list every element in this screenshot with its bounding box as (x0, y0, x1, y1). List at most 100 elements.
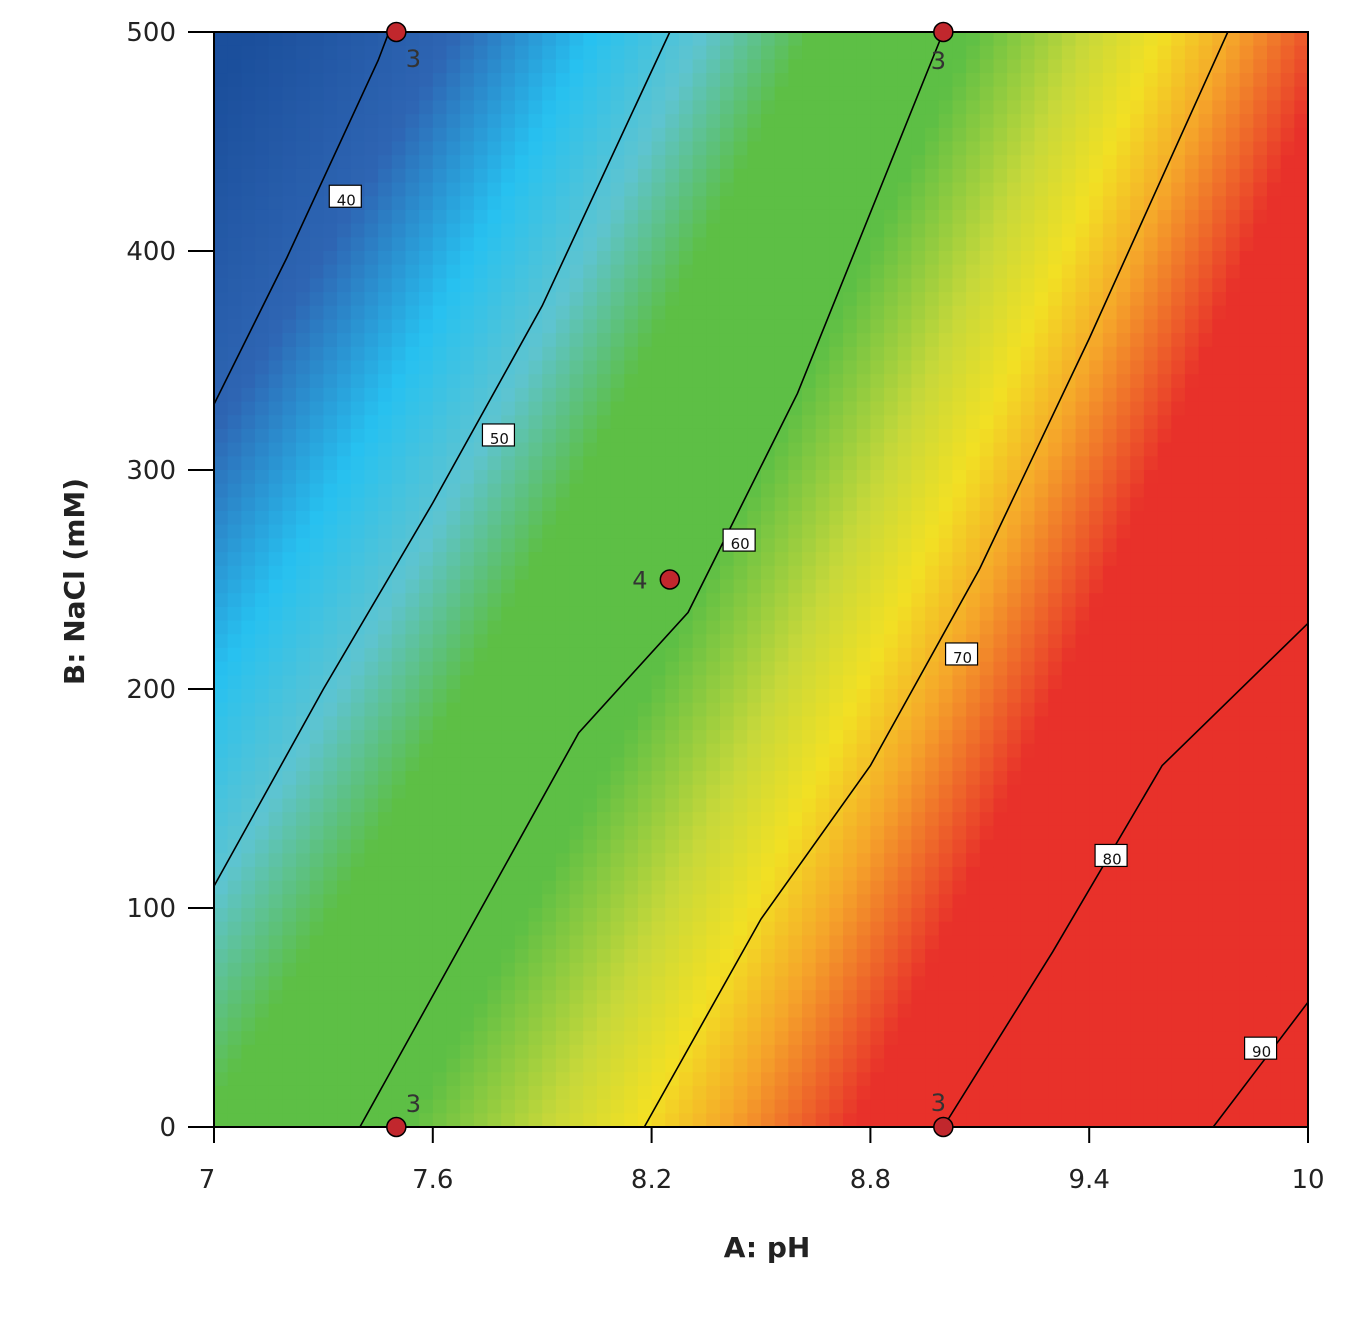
heatmap-cell (405, 730, 420, 745)
heatmap-cell (1048, 45, 1063, 60)
heatmap-cell (665, 1113, 680, 1128)
heatmap-cell (405, 182, 420, 197)
heatmap-cell (651, 251, 666, 266)
heatmap-cell (227, 866, 242, 882)
heatmap-cell (296, 305, 311, 321)
heatmap-cell (829, 45, 844, 60)
heatmap-cell (788, 880, 803, 895)
heatmap-cell (501, 387, 516, 403)
heatmap-cell (1034, 32, 1049, 47)
heatmap-cell (843, 155, 858, 170)
heatmap-cell (761, 305, 776, 321)
heatmap-cell (706, 552, 721, 567)
heatmap-cell (788, 428, 803, 444)
heatmap-cell (692, 757, 707, 772)
heatmap-cell (583, 962, 598, 978)
heatmap-cell (432, 866, 448, 882)
heatmap-cell (870, 428, 885, 444)
heatmap-cell (378, 100, 393, 115)
heatmap-cell (268, 305, 283, 321)
heatmap-cell (405, 127, 420, 143)
heatmap-cell (692, 428, 707, 444)
heatmap-cell (419, 319, 434, 334)
heatmap-cell (610, 223, 625, 238)
heatmap-cell (432, 757, 448, 772)
heatmap-cell (432, 743, 448, 759)
heatmap-cell (378, 360, 393, 375)
heatmap-cell (788, 237, 803, 252)
heatmap-cell (514, 949, 530, 964)
heatmap-cell (337, 346, 352, 362)
heatmap-cell (487, 305, 502, 321)
heatmap-cell (802, 538, 817, 553)
heatmap-cell (938, 524, 954, 540)
heatmap-cell (774, 59, 789, 74)
heatmap-cell (979, 196, 995, 211)
heatmap-cell (788, 182, 803, 197)
heatmap-cell (761, 251, 776, 266)
heatmap-cell (1020, 415, 1036, 430)
heatmap-cell (432, 73, 448, 88)
heatmap-cell (268, 689, 283, 704)
heatmap-cell (514, 374, 530, 389)
heatmap-cell (802, 593, 817, 608)
heatmap-cell (596, 825, 612, 841)
heatmap-cell (296, 894, 311, 909)
heatmap-cell (542, 346, 557, 362)
heatmap-cell (774, 251, 789, 266)
heatmap-cell (1020, 1017, 1036, 1032)
heatmap-cell (843, 470, 858, 485)
heatmap-cell (446, 1017, 461, 1032)
heatmap-cell (897, 511, 913, 526)
heatmap-cell (829, 730, 844, 745)
heatmap-cell (542, 497, 557, 512)
heatmap-cell (925, 237, 940, 252)
heatmap-cell (966, 921, 981, 936)
heatmap-cell (925, 168, 940, 184)
heatmap-cell (624, 292, 639, 307)
heatmap-cell (637, 962, 653, 978)
heatmap-cell (843, 757, 858, 772)
heatmap-cell (364, 100, 379, 115)
heatmap-cell (460, 894, 475, 909)
heatmap-cell (1034, 730, 1049, 745)
heatmap-cell (637, 1003, 653, 1019)
heatmap-cell (1007, 825, 1022, 841)
heatmap-cell (473, 456, 489, 471)
heatmap-cell (788, 866, 803, 882)
heatmap-cell (473, 620, 489, 635)
heatmap-cell (542, 894, 557, 909)
heatmap-cell (501, 949, 516, 964)
heatmap-cell (1034, 716, 1049, 731)
heatmap-cell (241, 182, 256, 197)
heatmap-cell (419, 1113, 434, 1128)
heatmap-cell (678, 155, 694, 170)
heatmap-cell (378, 853, 393, 868)
heatmap-cell (870, 141, 885, 156)
heatmap-cell (637, 319, 653, 334)
heatmap-cell (637, 182, 653, 197)
heatmap-cell (323, 127, 338, 143)
heatmap-cell (432, 689, 448, 704)
heatmap-cell (1061, 346, 1077, 362)
heatmap-cell (788, 853, 803, 868)
heatmap-cell (952, 579, 967, 594)
heatmap-cell (364, 853, 379, 868)
heatmap-cell (993, 825, 1008, 841)
heatmap-cell (364, 1072, 379, 1087)
heatmap-cell (255, 114, 270, 129)
heatmap-cell (337, 593, 352, 608)
heatmap-cell (706, 511, 721, 526)
heatmap-cell (993, 223, 1008, 238)
heatmap-cell (1034, 73, 1049, 88)
heatmap-cell (993, 305, 1008, 321)
heatmap-cell (1034, 990, 1049, 1005)
heatmap-cell (419, 415, 434, 430)
heatmap-cell (665, 524, 680, 540)
heatmap-cell (692, 908, 707, 923)
heatmap-cell (815, 784, 830, 800)
heatmap-cell (829, 661, 844, 676)
heatmap-cell (624, 798, 639, 813)
heatmap-cell (1007, 374, 1022, 389)
heatmap-cell (993, 702, 1008, 717)
